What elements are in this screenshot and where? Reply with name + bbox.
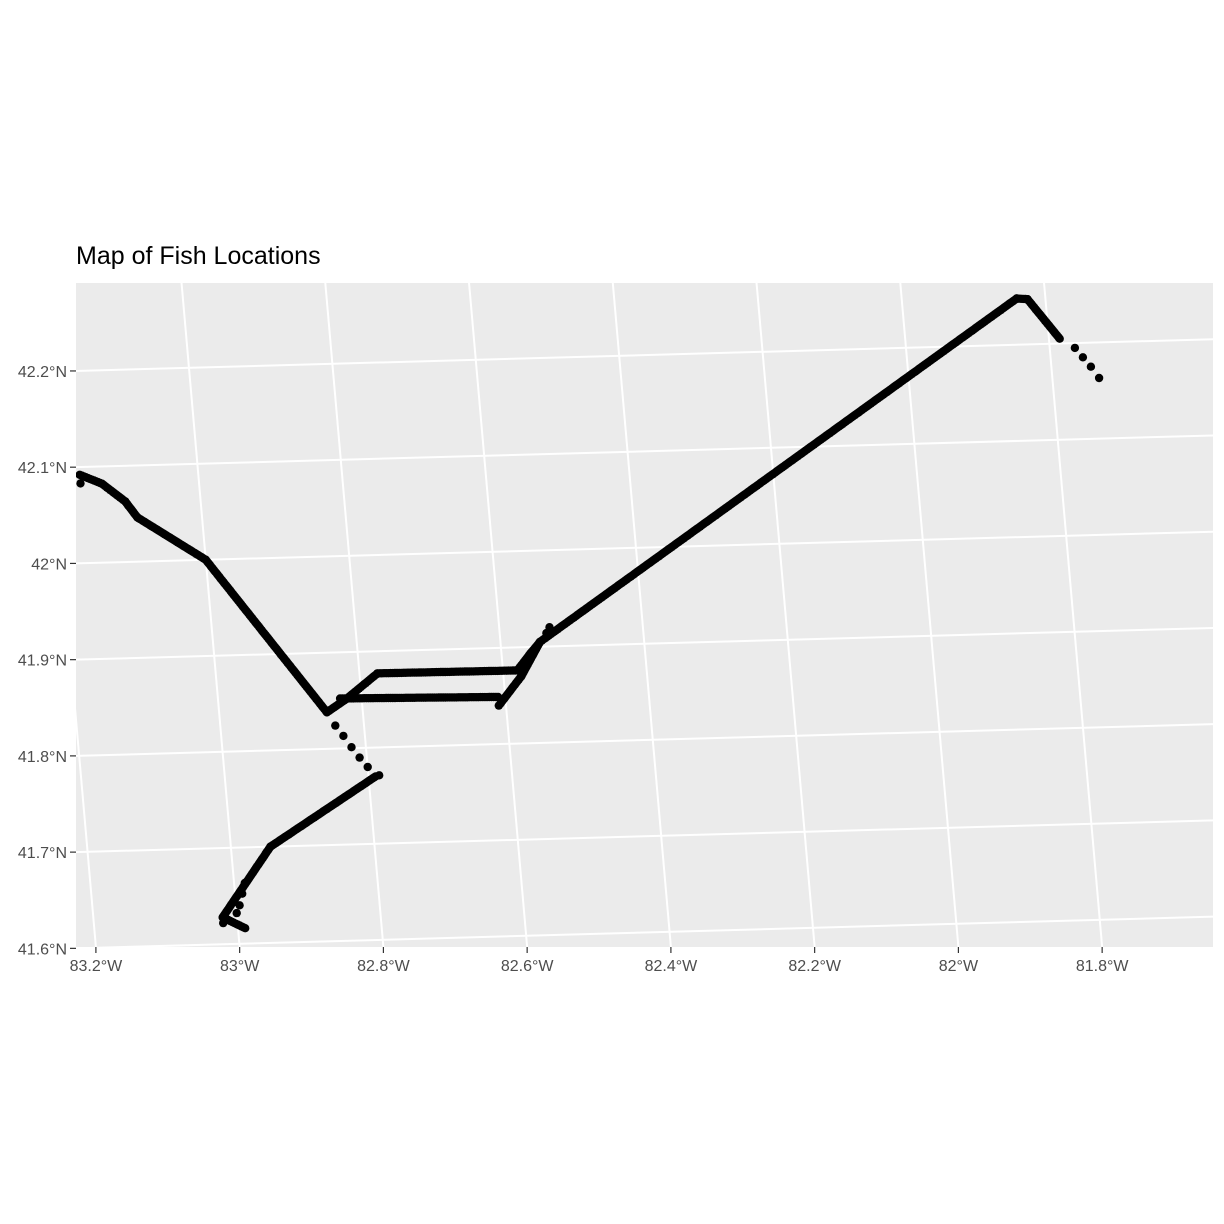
fish-location-point xyxy=(240,878,249,888)
x-tick-label: 83.2°W xyxy=(70,958,124,975)
fish-location-point xyxy=(219,918,228,928)
fish-location-point xyxy=(1055,334,1064,343)
x-tick-label: 81.8°W xyxy=(1076,958,1130,975)
meridian-line xyxy=(1043,283,1104,947)
parallel-line xyxy=(88,915,1213,947)
chart-title: Map of Fish Locations xyxy=(76,242,321,270)
meridian-line xyxy=(755,283,816,947)
parallel-line xyxy=(76,530,1213,565)
fish-location-point xyxy=(363,762,372,772)
y-tick-label: 42.2°N xyxy=(18,364,67,381)
fish-location-point xyxy=(235,901,244,910)
fish-location-point xyxy=(355,753,364,762)
x-tick-label: 82.8°W xyxy=(357,958,411,975)
meridian-line xyxy=(76,708,97,947)
fish-location-point xyxy=(1078,353,1088,362)
y-tick-label: 41.9°N xyxy=(18,653,67,670)
parallel-line xyxy=(76,626,1213,661)
fish-location-point xyxy=(232,908,241,918)
y-tick-label: 41.7°N xyxy=(18,845,67,862)
y-tick-label: 42.1°N xyxy=(18,460,67,477)
graticule-grid xyxy=(76,283,1213,947)
parallel-line xyxy=(76,338,1213,372)
meridian-line xyxy=(899,283,960,947)
fish-location-point xyxy=(238,889,247,898)
y-tick-label: 42°N xyxy=(31,556,67,573)
x-tick-label: 83°W xyxy=(220,958,260,975)
x-tick-label: 82.2°W xyxy=(788,958,842,975)
fish-location-point xyxy=(347,743,356,752)
x-tick-label: 82°W xyxy=(939,958,979,975)
y-tick-label: 41.8°N xyxy=(18,749,67,766)
x-tick-label: 82.6°W xyxy=(501,958,555,975)
fish-location-point xyxy=(542,628,551,638)
fish-location-point xyxy=(1070,343,1080,353)
fish-location-point xyxy=(241,924,250,933)
fish-location-points xyxy=(76,294,1104,933)
parallel-line xyxy=(76,819,1213,854)
y-axis: 41.6°N 41.7°N 41.8°N 41.9°N 42°N 42.1°N 42.2°N xyxy=(18,364,76,958)
meridian-line xyxy=(611,283,672,947)
fish-location-point xyxy=(1094,373,1104,383)
fish-location-point xyxy=(76,479,85,488)
meridian-line xyxy=(468,283,529,947)
x-axis: 83.2°W 83°W 82.8°W 82.6°W 82.4°W 82.2°W 82°W 81… xyxy=(70,947,1130,975)
fish-location-point xyxy=(1086,362,1096,371)
fish-location-point xyxy=(494,701,503,710)
fish-location-point xyxy=(375,771,384,780)
fish-location-point xyxy=(331,721,340,730)
fish-location-point xyxy=(339,731,348,741)
y-tick-label: 41.6°N xyxy=(18,941,67,958)
parallel-line xyxy=(76,434,1213,469)
meridian-line xyxy=(324,283,385,947)
x-tick-label: 82.4°W xyxy=(645,958,699,975)
parallel-line xyxy=(76,723,1213,757)
